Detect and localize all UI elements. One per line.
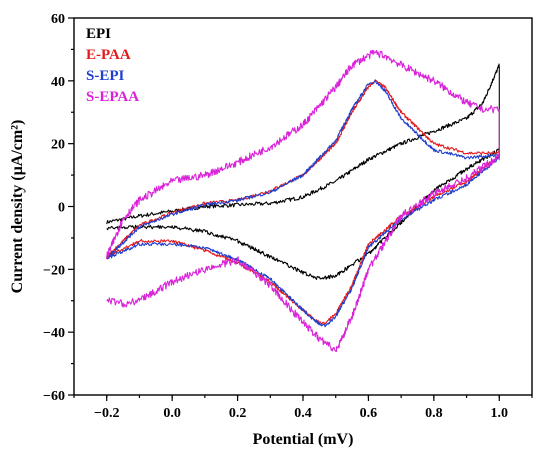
series-line-s-epaa: [106, 49, 500, 353]
y-tick-label: 20: [51, 138, 65, 153]
legend-item-s-epi: S-EPI: [86, 68, 125, 84]
y-axis-title: Current density (µA/cm²): [9, 120, 26, 294]
x-tick-label: 0.4: [294, 406, 312, 421]
y-tick-label: −20: [43, 263, 65, 278]
y-tick-label: −40: [43, 326, 65, 341]
series-line-s-epi: [106, 79, 500, 328]
axes: −0.2 0.0 0.2 0.4 0.6 0.8 1.0 −60 −40 −20 0 20 40 60: [43, 12, 533, 421]
x-tick-label: 0.2: [229, 406, 247, 421]
legend: EPI E-PAA S-EPI S-EPAA: [86, 26, 139, 105]
legend-item-s-epaa: S-EPAA: [86, 89, 139, 105]
x-tick-label: 0.0: [163, 406, 181, 421]
series-line-epi: [106, 63, 500, 280]
y-tick-label: 0: [58, 201, 65, 216]
legend-item-epi: EPI: [86, 26, 111, 42]
x-tick-label: 1.0: [491, 406, 509, 421]
x-tick-label: −0.2: [94, 406, 119, 421]
y-tick-label: 40: [51, 75, 65, 90]
y-tick-label: 60: [51, 12, 65, 27]
legend-item-e-paa: E-PAA: [86, 47, 131, 63]
x-tick-label: 0.8: [425, 406, 443, 421]
plot-frame: [73, 17, 533, 396]
y-tick-label: −60: [43, 389, 65, 404]
x-tick-label: 0.6: [360, 406, 378, 421]
series-curves: [106, 49, 500, 353]
x-axis-title: Potential (mV): [253, 431, 354, 448]
